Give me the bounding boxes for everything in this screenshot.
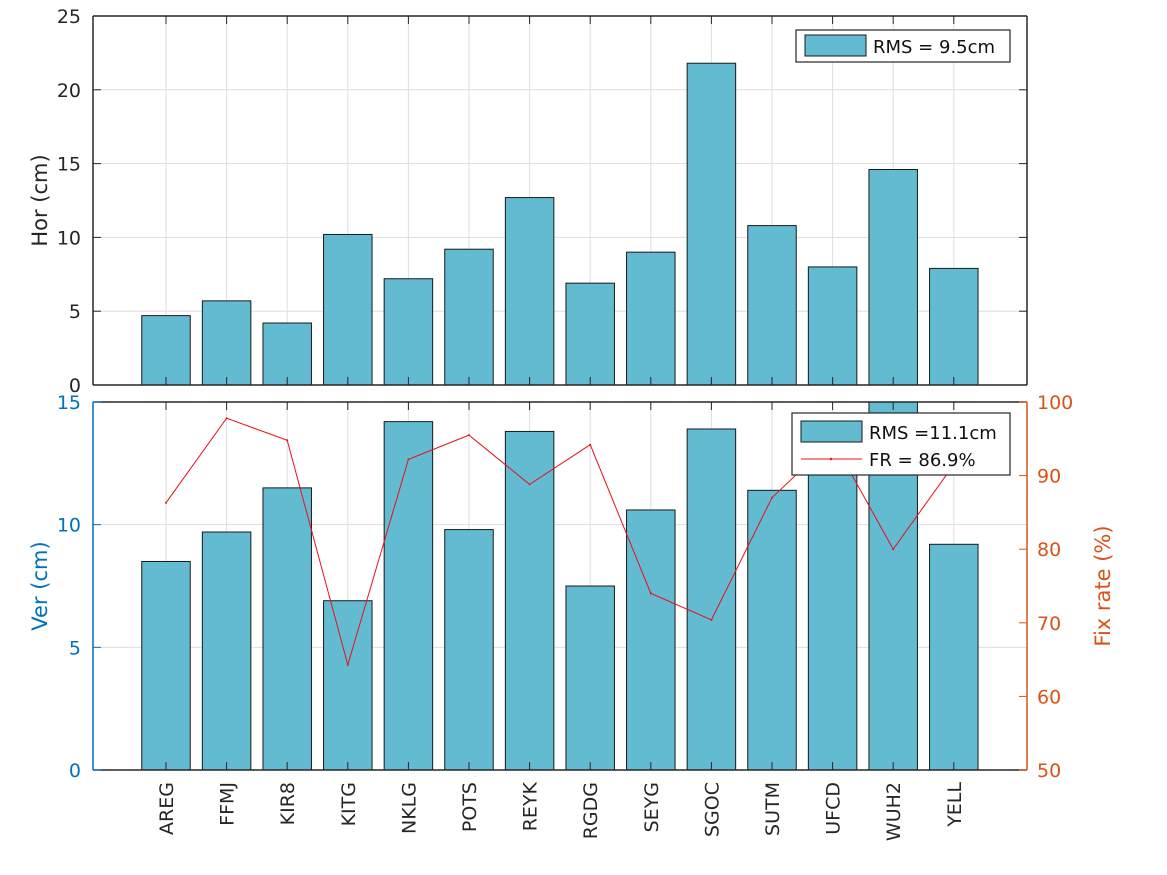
y-tick-label: 25 bbox=[57, 6, 81, 28]
bar-reyk bbox=[504, 197, 555, 385]
bar-pots bbox=[444, 529, 494, 770]
x-tick-label-pots: POTS bbox=[459, 782, 481, 832]
bar-areg bbox=[141, 560, 191, 770]
legend-label-rms: RMS =11.1cm bbox=[869, 423, 997, 444]
bar-yell bbox=[929, 543, 979, 770]
y-tick-label: 20 bbox=[57, 80, 81, 102]
fix-rate-point bbox=[649, 592, 652, 595]
bar-seyg bbox=[626, 509, 676, 770]
x-tick-label-wuh2: WUH2 bbox=[883, 782, 905, 841]
legend-swatch-bar bbox=[800, 420, 863, 443]
bar-rgdg bbox=[565, 585, 615, 770]
fix-rate-point bbox=[346, 663, 349, 666]
x-tick-label-ufcd: UFCD bbox=[823, 782, 845, 835]
bar-areg bbox=[141, 315, 191, 385]
y-tick-label: 0 bbox=[69, 760, 81, 782]
bar-sgoc bbox=[686, 62, 737, 385]
y-tick-label: 10 bbox=[57, 515, 81, 537]
y-axis-label: Ver (cm) bbox=[28, 541, 52, 630]
legend-panel-1: RMS = 9.5cm bbox=[795, 29, 1011, 63]
bar-ufcd bbox=[807, 266, 858, 385]
legend-label: RMS = 9.5cm bbox=[873, 37, 995, 58]
bar-kitg bbox=[323, 233, 373, 385]
bar-nklg bbox=[383, 278, 434, 385]
fix-rate-point bbox=[528, 483, 531, 486]
fix-rate-point bbox=[771, 496, 773, 499]
bar-reyk bbox=[504, 430, 555, 770]
bar-sutm bbox=[747, 489, 797, 770]
legend-label-fr: FR = 86.9% bbox=[869, 450, 976, 471]
bar-ffmj bbox=[201, 531, 252, 770]
y-tick-label: 5 bbox=[69, 301, 81, 323]
panel-1: 0 5 10 15 20 25 Hor (cm) bbox=[28, 6, 1028, 397]
y2-tick-label: 80 bbox=[1037, 539, 1061, 561]
fix-rate-point bbox=[892, 548, 895, 551]
bar-rgdg bbox=[565, 282, 615, 385]
x-tick-label-yell: YELL bbox=[944, 782, 966, 828]
fix-rate-point bbox=[710, 618, 713, 621]
x-tick-label-nklg: NKLG bbox=[398, 782, 420, 834]
legend-panel-2: RMS =11.1cm FR = 86.9% bbox=[791, 412, 1011, 476]
x-tick-label-areg: AREG bbox=[156, 782, 178, 835]
x-tick-labels: AREG FFMJ KIR8 KITG NKLG POTS REYK RGDG SEYG SGOC… bbox=[156, 781, 966, 841]
fix-rate-point bbox=[589, 443, 592, 446]
y2-axis-label: Fix rate (%) bbox=[1091, 525, 1115, 646]
bar-nklg bbox=[383, 421, 434, 770]
y-tick-label: 15 bbox=[57, 154, 81, 176]
fix-rate-point bbox=[407, 458, 410, 461]
y2-tick-label: 100 bbox=[1037, 392, 1073, 414]
y2-tick-label: 90 bbox=[1037, 466, 1061, 488]
fix-rate-point bbox=[165, 501, 167, 504]
y-tick-label: 10 bbox=[57, 227, 81, 249]
y2-tick-label: 50 bbox=[1037, 760, 1061, 782]
bar-kitg bbox=[323, 600, 373, 770]
bar-sgoc bbox=[686, 428, 737, 770]
y2-tick-label: 60 bbox=[1037, 686, 1061, 708]
bar-sutm bbox=[747, 225, 797, 385]
y2-tick-label: 70 bbox=[1037, 613, 1061, 635]
x-tick-label-kir8: KIR8 bbox=[277, 782, 299, 825]
x-tick-label-kitg: KITG bbox=[338, 782, 360, 826]
bar-kir8 bbox=[262, 322, 312, 385]
x-tick-label-seyg: SEYG bbox=[641, 782, 663, 832]
x-tick-label-reyk: REYK bbox=[520, 781, 542, 831]
bar-wuh2 bbox=[868, 169, 918, 385]
x-tick-label-ffmj: FFMJ bbox=[217, 782, 239, 826]
bar-kir8 bbox=[262, 487, 312, 770]
bar-yell bbox=[929, 267, 979, 385]
fix-rate-point bbox=[225, 417, 228, 420]
legend-swatch-marker bbox=[829, 457, 833, 461]
bars bbox=[141, 62, 979, 385]
legend-swatch-bar bbox=[804, 34, 867, 57]
bar-ffmj bbox=[201, 300, 252, 385]
fix-rate-point bbox=[468, 434, 470, 437]
y-axis-label: Hor (cm) bbox=[28, 154, 52, 246]
x-tick-label-sutm: SUTM bbox=[762, 782, 784, 836]
y-tick-label: 15 bbox=[57, 392, 81, 414]
bar-pots bbox=[444, 248, 494, 385]
x-tick-label-sgoc: SGOC bbox=[701, 782, 723, 837]
bar-seyg bbox=[626, 251, 676, 385]
x-tick-label-rgdg: RGDG bbox=[580, 782, 602, 839]
y-tick-label: 0 bbox=[69, 375, 81, 397]
fix-rate-point bbox=[286, 439, 289, 442]
y-tick-label: 5 bbox=[69, 637, 81, 659]
